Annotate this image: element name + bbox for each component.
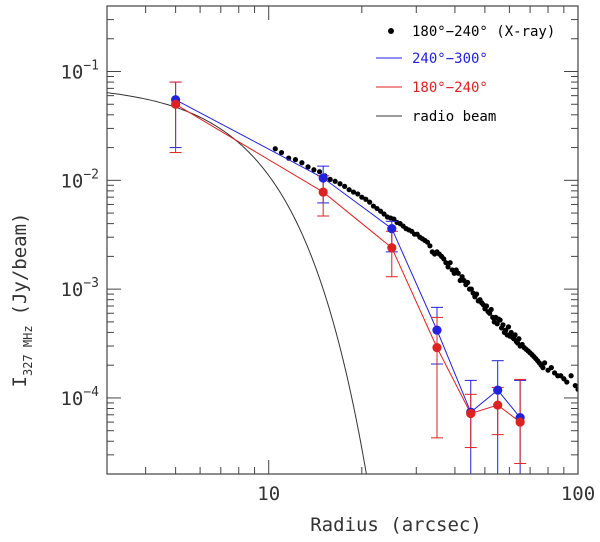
series-red-point bbox=[318, 187, 328, 197]
series-blue-point bbox=[387, 224, 397, 234]
xray-point bbox=[346, 187, 352, 193]
xray-point bbox=[483, 303, 490, 309]
y-tick-label-base: 10 bbox=[60, 279, 83, 301]
xray-point bbox=[516, 336, 522, 342]
xray-point bbox=[468, 286, 474, 292]
series-red-point bbox=[515, 417, 525, 427]
y-tick-label-exponent: −2 bbox=[83, 167, 99, 182]
xray-point bbox=[363, 196, 369, 202]
xray-point bbox=[542, 360, 548, 366]
y-tick-label: 10−3 bbox=[60, 276, 99, 301]
xray-point bbox=[505, 324, 512, 330]
y-tick-label-exponent: −4 bbox=[83, 385, 99, 400]
xray-point bbox=[359, 194, 365, 200]
legend: 180°−240° (X-ray) 240°−300° 180°−240° ra… bbox=[376, 24, 555, 125]
xray-points-group bbox=[272, 146, 578, 392]
series-red-point bbox=[466, 408, 476, 419]
legend-beam-label: radio beam bbox=[412, 109, 496, 125]
xray-point bbox=[367, 199, 373, 205]
xray-point bbox=[488, 306, 494, 313]
y-tick-label: 10−1 bbox=[60, 59, 99, 84]
x-axis-title: Radius (arcsec) bbox=[310, 514, 482, 536]
series-blue-point bbox=[432, 325, 442, 335]
series-red-line bbox=[175, 103, 521, 423]
xray-point bbox=[572, 382, 578, 389]
y-axis-title-sub: 327 MHz bbox=[21, 325, 35, 376]
xray-point bbox=[391, 216, 397, 222]
xray-point bbox=[374, 205, 380, 212]
xray-point bbox=[447, 260, 453, 266]
series-red-point bbox=[387, 243, 397, 253]
xray-point bbox=[427, 243, 433, 249]
xray-point bbox=[305, 164, 311, 170]
xray-point bbox=[548, 365, 554, 371]
radio-beam-curve-group bbox=[107, 92, 367, 474]
xray-point bbox=[441, 256, 447, 262]
xray-point bbox=[292, 157, 299, 163]
xray-point bbox=[299, 160, 305, 166]
series-red-point bbox=[493, 400, 503, 410]
y-axis-title-rest: (Jy/beam) bbox=[9, 213, 31, 316]
series-blue-point bbox=[493, 385, 503, 395]
profile-series-group bbox=[169, 81, 527, 474]
xray-point bbox=[473, 291, 480, 297]
xray-point bbox=[342, 183, 348, 189]
xray-point bbox=[564, 379, 570, 385]
axes-group bbox=[106, 5, 579, 475]
xray-point bbox=[355, 191, 361, 197]
xray-point bbox=[272, 146, 278, 152]
xray-point bbox=[327, 176, 333, 182]
series-blue-point bbox=[318, 173, 328, 183]
radio-beam-curve bbox=[107, 92, 367, 474]
xray-point bbox=[316, 169, 323, 175]
legend-xray-label: 180°−240° (X-ray) bbox=[412, 24, 555, 40]
xray-point bbox=[500, 322, 506, 328]
xray-point bbox=[465, 279, 471, 286]
xray-point bbox=[370, 203, 376, 209]
y-tick-label-base: 10 bbox=[60, 388, 83, 410]
xray-point bbox=[508, 329, 514, 336]
y-tick-label-base: 10 bbox=[60, 62, 83, 84]
xray-point bbox=[540, 365, 546, 371]
xray-point bbox=[497, 317, 503, 323]
y-tick-label-exponent: −1 bbox=[83, 59, 99, 74]
xray-point bbox=[455, 270, 461, 276]
xray-point bbox=[381, 211, 387, 217]
xray-point bbox=[443, 260, 449, 266]
series-red-point bbox=[432, 343, 442, 353]
ticks-group bbox=[106, 5, 579, 475]
y-tick-label-exponent: −3 bbox=[83, 276, 99, 291]
xray-point bbox=[575, 386, 578, 392]
plot-frame bbox=[106, 5, 579, 475]
legend-blue-label: 240°−300° bbox=[412, 51, 488, 67]
y-tick-label-base: 10 bbox=[60, 170, 83, 192]
xray-point bbox=[337, 181, 343, 187]
y-axis-title-main: I bbox=[9, 376, 31, 387]
xray-point bbox=[350, 189, 357, 195]
x-tick-label: 10 bbox=[257, 483, 280, 505]
xray-point bbox=[494, 321, 500, 327]
xray-point bbox=[332, 178, 338, 184]
series-blue-line bbox=[175, 99, 521, 418]
y-tick-label: 10−2 bbox=[60, 167, 99, 192]
series-red-point bbox=[171, 99, 181, 109]
xray-point bbox=[512, 332, 518, 338]
xray-point bbox=[278, 149, 285, 156]
xray-point bbox=[311, 167, 317, 173]
xray-point bbox=[377, 208, 384, 214]
legend-xray-marker bbox=[388, 28, 394, 34]
y-axis-title: I327 MHz (Jy/beam) bbox=[9, 213, 35, 388]
legend-red-label: 180°−240° bbox=[412, 80, 488, 96]
y-tick-label: 10−4 bbox=[60, 385, 99, 410]
x-tick-label: 100 bbox=[561, 483, 595, 505]
xray-point bbox=[445, 264, 451, 270]
xray-point bbox=[568, 373, 574, 379]
